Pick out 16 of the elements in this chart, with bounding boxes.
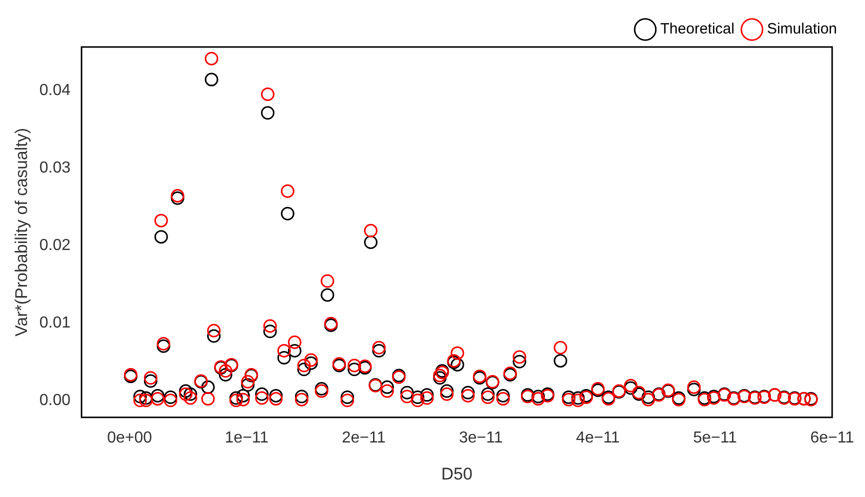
x-axis-title: D50	[441, 464, 472, 484]
x-tick-label: 5e−11	[693, 429, 738, 446]
y-tick-label: 0.01	[39, 314, 71, 332]
legend-label: Simulation	[766, 20, 838, 38]
y-axis-title: Var*(Probability of casualty)	[12, 128, 31, 336]
x-tick-label: 1e−11	[224, 429, 269, 446]
y-tick-label: 0.02	[39, 236, 71, 254]
y-tick-label: 0.00	[39, 392, 71, 409]
y-tick-label: 0.04	[39, 82, 71, 99]
x-tick-label: 6e−11	[810, 429, 854, 446]
y-tick-label: 0.03	[39, 159, 71, 176]
x-tick-label: 3e−11	[458, 429, 503, 446]
x-tick-label: 0e+00	[107, 429, 152, 446]
legend-label: Theoretical	[660, 20, 734, 38]
x-tick-label: 4e−11	[576, 429, 620, 446]
x-tick-label: 2e−11	[342, 429, 386, 446]
